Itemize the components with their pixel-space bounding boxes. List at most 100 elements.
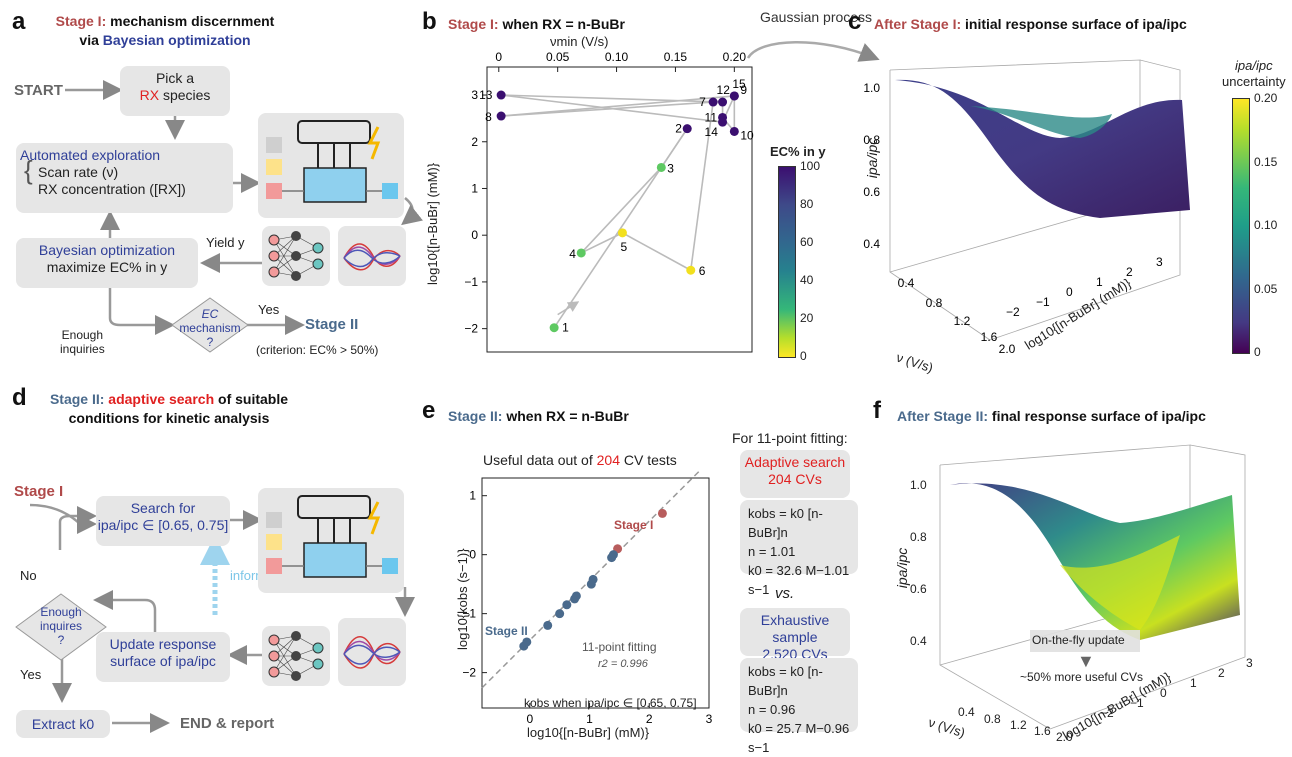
rx-text: RX [139,87,160,103]
enough-text: Enough [61,328,104,342]
cbar-title: uncertainty [1222,74,1286,89]
y-tick-label: −1 [1036,295,1050,309]
data-point [588,574,598,584]
y-tick-label: −1 [464,275,478,289]
adaptive-title: Adaptive search [744,454,846,470]
z-tick-label: 0.4 [863,237,880,251]
data-point [718,117,728,127]
point-label: 5 [620,240,627,254]
x-tick-label: 0.15 [664,50,688,64]
z-tick-label: 0.6 [910,582,927,596]
point-label: 7 [699,95,706,109]
y-tick-label: 1 [471,181,478,195]
bayes-line: maximize EC% in y [46,259,168,275]
stage-ii-point-label: Stage II [485,624,528,638]
colorbar-tick-label: 0.10 [1254,218,1278,232]
auto-title: Automated exploration [20,147,161,163]
e-x-axis-label: log10{[n-BuBr] (mM)} [527,725,650,740]
top-axis-label: νmin (V/s) [550,34,609,49]
x-tick-label: 1.2 [1010,718,1027,732]
y-tick-label: 1 [469,489,476,503]
colorbar-tick-label: 0.15 [1254,154,1278,169]
adaptive-title: 204 CVs [768,471,822,487]
panel-e-title: Stage II: when RX = n-BuBr [448,408,629,424]
data-point [617,228,627,238]
x-tick-label: 0.4 [958,705,975,719]
stage-label: Stage I: [448,16,499,32]
neural-network-icon [268,231,324,281]
colorbar-tick-label: 0.20 [1254,91,1278,105]
pick-species-box: Pick a RX species [120,66,230,116]
z-tick-label: 0.8 [910,530,927,544]
auto-line: Scan rate (ν) [38,164,119,180]
z-axis-label: ipa/ipc [864,137,881,179]
x-tick-label: 0.20 [723,50,747,64]
yes-label: Yes [20,667,42,682]
z-tick-label: 1.0 [910,478,927,492]
gaussian-process-label: Gaussian process [760,9,873,25]
x-tick-label: 2.0 [999,342,1016,356]
update-text: On-the-fly update [1032,633,1125,647]
panel-letter-b: b [422,8,437,35]
y-tick-label: 3 [471,88,478,102]
y-tick-label: 1 [1190,676,1197,690]
data-point [729,126,739,136]
panel-d-title: Stage II: adaptive search of suitable co… [0,390,338,428]
search-text: Search for [130,500,196,516]
stage-i-label: Stage I [14,483,64,500]
equation: kobs = k0 [n-BuBr]n [748,664,823,698]
x-tick-label: 1.6 [981,330,998,344]
data-point [576,248,586,258]
data-point [682,124,692,134]
point-label: 9 [740,83,747,97]
panel-c-title: After Stage I: initial response surface … [874,16,1187,32]
data-point [571,591,581,601]
exhaustive-title: Exhaustive sample [760,612,830,645]
update-label-bg [1030,630,1140,652]
fit-header: For 11-point fitting: [732,430,848,446]
plot-frame [481,477,710,709]
data-point [496,111,506,121]
y-tick-label: 2 [1126,265,1133,279]
bayesian-optimization-box: Bayesian optimization maximize EC% in y [16,238,198,288]
colorbar-tick-label: 20 [800,311,814,325]
diamond-text: ? [57,633,65,647]
panel-letter-f: f [873,397,881,424]
point-label: 14 [705,125,719,139]
colorbar-title: EC% in y [770,144,826,159]
useful-data-label: Useful data out of 204 CV tests [483,452,677,468]
data-point [543,620,553,630]
colorbar-tick-label: 40 [800,273,814,287]
title-text: when RX = n-BuBr [506,408,629,424]
equation: kobs = k0 [n-BuBr]n [748,506,823,540]
data-point [729,91,739,101]
pick-text: species [162,87,211,103]
colorbar-ec [778,166,796,358]
no-label: No [20,568,37,583]
pick-text: Pick a [155,70,195,86]
data-point [562,600,572,610]
ec-diamond [171,297,249,353]
x-tick-label: 1.6 [1034,724,1051,738]
x-tick-label: 2.0 [1056,730,1073,744]
point-label: 11 [705,110,718,124]
data-point [657,508,667,518]
point-label: 4 [569,247,576,261]
n-value: n = 1.01 [748,544,796,559]
end-report-label: END & report [180,715,275,732]
update-text: surface of ipa/ipc [110,653,216,669]
colorbar-uncertainty [1232,98,1250,354]
cv-curves-box [338,618,406,686]
x-tick-label: 1 [586,712,593,726]
fit-line [481,470,702,689]
data-point [608,550,618,560]
x-tick-label: 0.10 [605,50,629,64]
neural-network-icon [268,631,324,681]
x-tick-label: 0.8 [926,296,943,310]
surface-highlight [1060,535,1180,630]
diamond-text: inquires [39,619,83,633]
panel-f-title: After Stage II: final response surface o… [897,408,1206,424]
down-arrow-icon: ▼ [1077,651,1095,671]
trajectory-line [622,232,692,271]
useful-text: CV tests [620,452,677,468]
